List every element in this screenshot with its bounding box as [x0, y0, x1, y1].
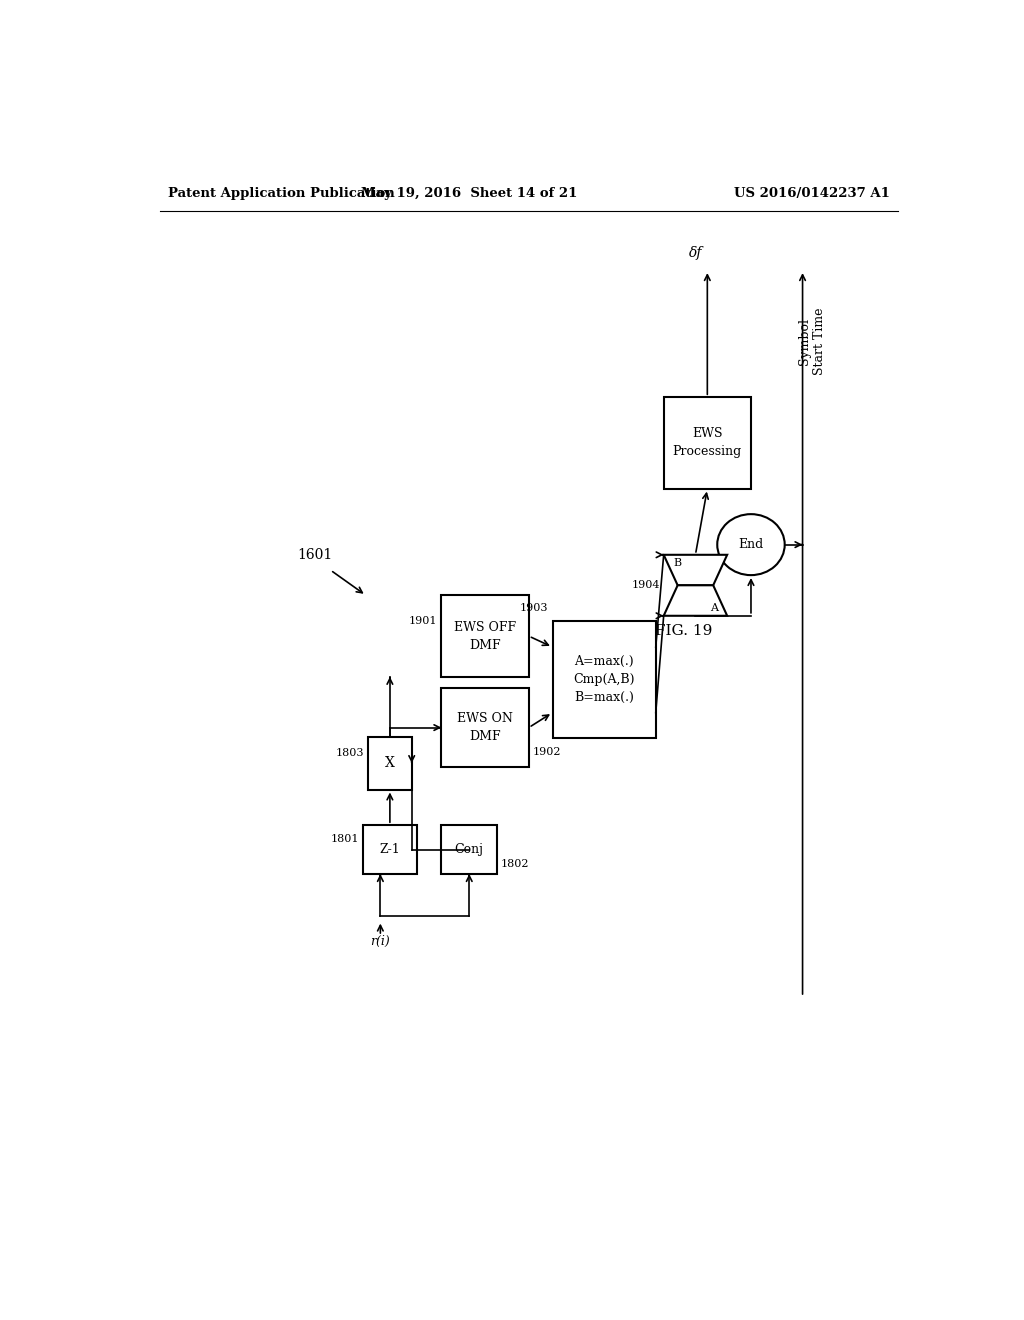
Text: r(i): r(i): [371, 935, 390, 948]
Polygon shape: [664, 585, 727, 616]
Text: 1601: 1601: [297, 548, 332, 562]
Text: EWS ON
DMF: EWS ON DMF: [457, 711, 513, 743]
Text: 1801: 1801: [331, 834, 359, 845]
Bar: [441, 688, 528, 767]
Text: Patent Application Publication: Patent Application Publication: [168, 187, 394, 201]
Text: EWS OFF
DMF: EWS OFF DMF: [454, 620, 516, 652]
Text: A: A: [710, 603, 718, 612]
Text: 1903: 1903: [520, 603, 549, 614]
Text: B: B: [673, 558, 681, 568]
Bar: [664, 397, 751, 488]
Bar: [441, 825, 497, 874]
Bar: [362, 825, 417, 874]
Text: Z-1: Z-1: [380, 843, 400, 857]
Text: 1904: 1904: [631, 581, 659, 590]
Text: US 2016/0142237 A1: US 2016/0142237 A1: [734, 187, 890, 201]
Bar: [441, 595, 528, 677]
Text: A=max(.)
Cmp(A,B)
B=max(.): A=max(.) Cmp(A,B) B=max(.): [573, 655, 635, 705]
Text: 1802: 1802: [501, 859, 529, 869]
Text: X: X: [385, 756, 395, 770]
Text: δf: δf: [689, 246, 702, 260]
Text: EWS
Processing: EWS Processing: [673, 428, 742, 458]
Text: 1803: 1803: [336, 748, 365, 758]
Text: 1901: 1901: [409, 616, 437, 626]
Bar: [368, 737, 412, 789]
Text: FIG. 19: FIG. 19: [654, 624, 713, 638]
Bar: [553, 622, 655, 738]
Text: 1902: 1902: [532, 747, 561, 758]
Polygon shape: [664, 554, 727, 585]
Ellipse shape: [717, 515, 784, 576]
Text: Conj: Conj: [455, 843, 483, 857]
Text: Symbol
Start Time: Symbol Start Time: [798, 308, 826, 375]
Text: May 19, 2016  Sheet 14 of 21: May 19, 2016 Sheet 14 of 21: [361, 187, 578, 201]
Text: End: End: [738, 539, 764, 552]
